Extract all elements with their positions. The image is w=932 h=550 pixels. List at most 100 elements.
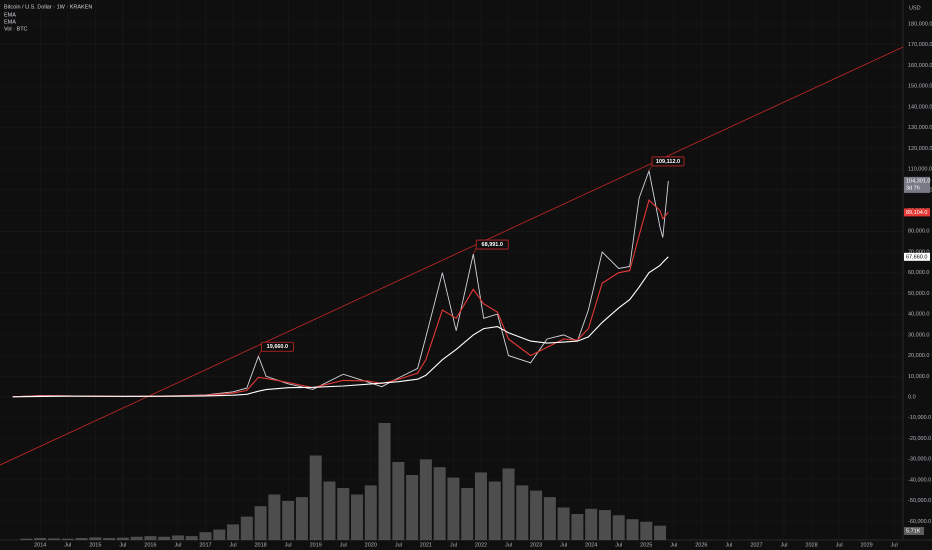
y-tick-label: 70,000.0	[908, 249, 929, 255]
x-tick-label: 2020	[365, 542, 377, 548]
y-tick-label: -20,000.0	[908, 436, 931, 442]
volume-bar	[116, 537, 129, 540]
volume-bar	[433, 467, 446, 540]
volume-bar	[406, 475, 419, 540]
volume-bar	[240, 516, 253, 540]
indicator: Vol · BTC	[4, 26, 28, 32]
x-tick-label: 2028	[805, 542, 817, 548]
volume-bar	[61, 538, 74, 540]
volume-bar	[626, 519, 639, 540]
volume-bar	[337, 488, 350, 540]
annotation-label: 19,660.0	[267, 344, 288, 350]
x-tick-label: Jul	[836, 542, 843, 548]
volume-bar	[447, 477, 460, 540]
volume-bar	[130, 536, 143, 540]
x-tick-label: 2024	[585, 542, 597, 548]
annotation-label: 109,112.0	[656, 159, 680, 165]
volume-bar	[309, 455, 322, 540]
x-tick-label: 2021	[420, 542, 432, 548]
x-tick-label: 2016	[144, 542, 156, 548]
volume-bar	[227, 524, 240, 540]
y-tick-label: 120,000.0	[908, 146, 932, 152]
annotation-box	[260, 341, 294, 352]
volume-bar	[474, 472, 487, 540]
x-tick-label: 2026	[695, 542, 707, 548]
x-tick-label: Jul	[560, 542, 567, 548]
x-tick-label: Jul	[450, 542, 457, 548]
volume-bar	[530, 490, 543, 540]
price-label-box	[904, 176, 930, 193]
x-tick-label: Jul	[119, 542, 126, 548]
x-tick-label: Jul	[340, 542, 347, 548]
indicator: EMA	[4, 19, 16, 25]
x-tick-label: 2023	[530, 542, 542, 548]
volume-label-box	[904, 527, 924, 535]
volume-bar	[557, 507, 570, 540]
annotation-box	[475, 239, 509, 250]
volume-bar	[89, 537, 102, 540]
volume-bar	[461, 488, 474, 540]
volume-bar	[144, 536, 157, 540]
x-tick-label: 2025	[640, 542, 652, 548]
volume-bar	[571, 514, 584, 540]
indicator: EMA	[4, 12, 16, 18]
y-tick-label: 0.0	[908, 394, 916, 400]
y-tick-label: 180,000.0	[908, 21, 932, 27]
x-tick-label: 2018	[254, 542, 266, 548]
volume-bar	[364, 485, 377, 540]
x-tick-label: 2027	[750, 542, 762, 548]
y-tick-label: 110,000.0	[908, 167, 932, 173]
x-tick-label: 2015	[89, 542, 101, 548]
volume-bar	[158, 536, 171, 540]
price-label-box	[904, 208, 930, 217]
volume-bar	[199, 532, 212, 540]
price-label: 67,660.0	[906, 254, 927, 260]
y-tick-label: 40,000.0	[908, 312, 929, 318]
volume-bar	[185, 536, 198, 540]
y-tick-label: 160,000.0	[908, 63, 932, 69]
volume-bar	[585, 508, 598, 540]
volume-bar	[323, 481, 336, 540]
x-tick-label: Jul	[174, 542, 181, 548]
y-tick-label: 80,000.0	[908, 229, 929, 235]
y-tick-label: 140,000.0	[908, 104, 932, 110]
chart-title: Bitcoin / U.S. Dollar · 1W · KRAKEN	[4, 4, 92, 10]
y-tick-label: -40,000.0	[908, 477, 931, 483]
x-tick-label: Jul	[505, 542, 512, 548]
x-tick-label: 2029	[861, 542, 873, 548]
volume-bar	[213, 529, 226, 540]
x-tick-label: Jul	[395, 542, 402, 548]
volume-bar	[282, 501, 295, 540]
y-tick-label: 150,000.0	[908, 84, 932, 90]
y-tick-label: 130,000.0	[908, 125, 932, 131]
price-label: 89,104.0	[906, 210, 927, 216]
volume-bar	[254, 506, 267, 540]
series-line	[12, 256, 669, 398]
volume-bar	[543, 497, 556, 540]
x-tick-label: Jul	[670, 542, 677, 548]
y-tick-label: -60,000.0	[908, 519, 931, 525]
volume-bar	[654, 525, 667, 540]
x-tick-label: 2022	[475, 542, 487, 548]
y-tick-label: -50,000.0	[908, 498, 931, 504]
x-tick-label: Jul	[725, 542, 732, 548]
y-tick-label: 60,000.0	[908, 270, 929, 276]
annotation-box	[651, 156, 685, 167]
price-label: 104,301.0	[906, 178, 930, 184]
x-tick-label: 2017	[199, 542, 211, 548]
volume-bar	[598, 510, 611, 540]
y-tick-label: 10,000.0	[908, 374, 929, 380]
volume-bar	[20, 538, 33, 540]
y-tick-label: 30,000.0	[908, 332, 929, 338]
volume-bar	[516, 485, 529, 540]
y-tick-label: 170,000.0	[908, 42, 932, 48]
volume-bar	[640, 521, 653, 540]
volume-label: 5.71K	[906, 528, 921, 534]
x-tick-label: Jul	[891, 542, 898, 548]
x-tick-label: 2014	[34, 542, 46, 548]
volume-bar	[103, 538, 116, 540]
x-tick-label: Jul	[64, 542, 71, 548]
volume-bar	[47, 538, 60, 540]
